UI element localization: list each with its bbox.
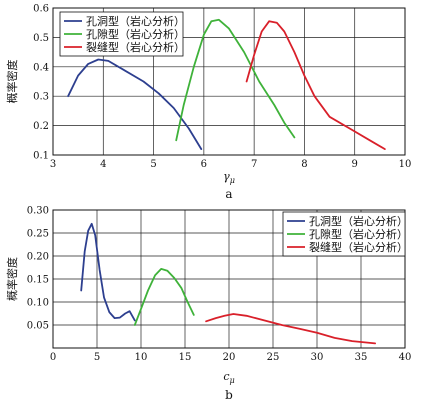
legend-label-1: 孔洞型（岩心分析） [86, 14, 185, 28]
y-tick-label: 0.5 [33, 33, 49, 44]
x-tick-label: 8 [301, 159, 307, 170]
legend: 孔洞型（岩心分析）孔隙型（岩心分析）裂缝型（岩心分析） [282, 211, 408, 257]
legend-label-2: 孔隙型（岩心分析） [86, 27, 185, 41]
panel-label: a [225, 187, 232, 201]
x-tick-label: 5 [94, 352, 100, 363]
y-tick-label: 0.1 [33, 151, 49, 162]
series-line-3 [245, 20, 386, 151]
plot-frame [52, 7, 406, 156]
plot-frame [52, 209, 406, 349]
x-axis-label: γμ [223, 170, 235, 185]
series-line-1 [67, 58, 203, 151]
y-tick-label: 0.10 [27, 298, 49, 309]
y-axis-label: 概率密度 [5, 60, 19, 104]
y-tick-label: 0.4 [33, 62, 49, 73]
legend-label-2: 孔隙型（岩心分析） [309, 227, 408, 241]
x-tick-label: 5 [150, 159, 156, 170]
series-line-2 [175, 18, 296, 142]
series-line-3 [205, 313, 377, 345]
y-tick-label: 0.15 [27, 275, 49, 286]
x-tick-label: 10 [135, 352, 148, 363]
legend-label-1: 孔洞型（岩心分析） [309, 214, 408, 228]
y-tick-label: 0.6 [33, 4, 49, 15]
panel-label: b [225, 388, 233, 402]
y-tick-label: 0.3 [33, 92, 49, 103]
x-tick-label: 35 [355, 352, 368, 363]
legend-label-3: 裂缝型（岩心分析） [86, 40, 185, 54]
chart-panel-a: 3 4 5 6 7 8 9 10 0.1 0.2 0.3 0.4 0.5 0.6 概率密度 γμ a 孔洞型（岩心… [5, 4, 411, 202]
y-tick-label: 0.05 [27, 321, 49, 332]
series-line-2 [133, 267, 195, 326]
x-tick-label: 6 [201, 159, 207, 170]
y-tick-label: 0.20 [27, 252, 49, 263]
x-tick-label: 0 [50, 352, 56, 363]
x-tick-label: 7 [251, 159, 257, 170]
y-tick-label: 0.30 [27, 206, 49, 217]
x-tick-label: 10 [399, 159, 412, 170]
legend-label-3: 裂缝型（岩心分析） [309, 240, 408, 254]
y-tick-label: 0.2 [33, 121, 49, 132]
series-line-1 [80, 222, 136, 322]
x-axis-label: cμ [223, 370, 234, 385]
y-tick-label: 0.25 [27, 229, 49, 240]
legend: 孔洞型（岩心分析）孔隙型（岩心分析）裂缝型（岩心分析） [59, 11, 185, 57]
x-tick-label: 25 [267, 352, 280, 363]
x-tick-label: 3 [50, 159, 56, 170]
x-tick-label: 15 [179, 352, 192, 363]
x-tick-label: 30 [311, 352, 324, 363]
x-tick-label: 4 [100, 159, 106, 170]
x-tick-label: 20 [223, 352, 236, 363]
x-tick-label: 9 [352, 159, 358, 170]
y-axis-label: 概率密度 [5, 257, 19, 301]
chart-panel-b: 0 5 10 15 20 25 30 35 40 0.05 0.10 0.15 0.20 0.25 0.30… [5, 206, 411, 403]
x-tick-label: 40 [399, 352, 412, 363]
